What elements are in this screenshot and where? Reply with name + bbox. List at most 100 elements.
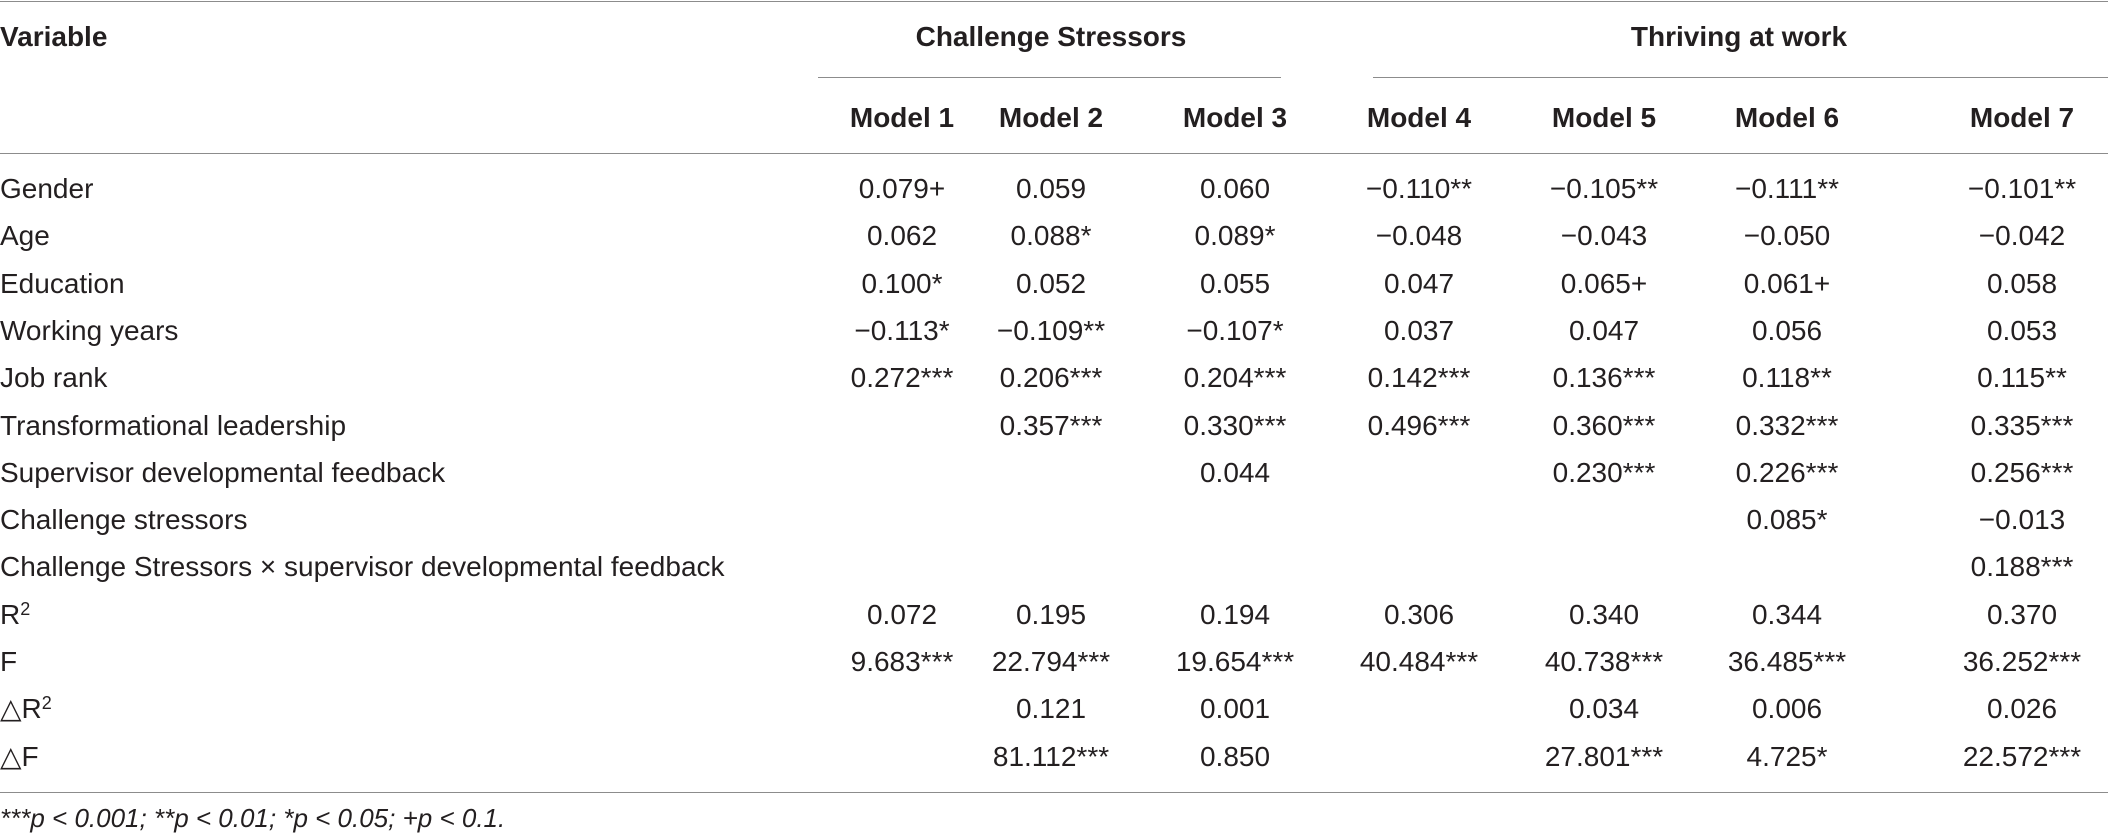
table-cell: 0.052: [1015, 267, 1087, 299]
table-cell: 0.357***: [999, 409, 1103, 441]
table-cell: 36.252***: [1962, 646, 2082, 677]
table-cell: 0.332***: [1735, 409, 1839, 441]
table-cell: 0.344: [1751, 598, 1823, 630]
table-cell: 22.794***: [991, 646, 1111, 677]
table-cell: −0.101**: [1967, 173, 2077, 204]
table-cell: −0.105**: [1549, 173, 1659, 204]
table-cell: 0.079+: [858, 173, 946, 204]
row-label: R2: [0, 598, 30, 632]
table-cell: 0.115**: [1977, 362, 2067, 394]
table-cell: 36.485***: [1727, 646, 1847, 677]
table-cell: 4.725*: [1746, 740, 1828, 772]
table-cell: −0.042: [1978, 220, 2066, 252]
table-cell: 0.226***: [1735, 456, 1839, 488]
model-header-2: Model 2: [998, 102, 1104, 133]
table-cell: −0.107*: [1186, 314, 1284, 346]
row-label-text: △F: [0, 740, 39, 772]
table-cell: 0.272***: [850, 362, 954, 394]
table-cell: 0.037: [1383, 314, 1455, 346]
table-cell: 19.654***: [1175, 646, 1295, 677]
row-label: Age: [0, 219, 50, 253]
table-cell: −0.013: [1978, 504, 2066, 536]
row-label: Supervisor developmental feedback: [0, 456, 445, 490]
table-cell: −0.043: [1560, 220, 1648, 252]
row-label: Gender: [0, 172, 93, 206]
table-cell: 0.006: [1751, 693, 1823, 725]
row-label-superscript: 2: [41, 693, 52, 714]
row-label-text: Challenge stressors: [0, 504, 248, 536]
row-label: Education: [0, 267, 125, 301]
model-header-1: Model 1: [849, 102, 955, 133]
table-cell: 40.484***: [1359, 646, 1479, 677]
row-label: Challenge Stressors × supervisor develop…: [0, 550, 725, 584]
table-cell: 0.055: [1199, 267, 1271, 299]
row-label-text: Gender: [0, 173, 94, 204]
table-cell: 0.194: [1199, 598, 1271, 630]
table-cell: 0.256***: [1970, 456, 2074, 488]
table-cell: 0.088*: [1010, 220, 1092, 252]
row-label-text: △R: [0, 693, 42, 725]
table-cell: 0.056: [1751, 314, 1823, 346]
table-cell: 9.683***: [850, 646, 954, 677]
row-label: Job rank: [0, 361, 107, 395]
row-label: Challenge stressors: [0, 503, 247, 537]
footnote: ***p < 0.001; **p < 0.01; *p < 0.05; +p …: [0, 803, 506, 833]
table-cell: 40.738***: [1544, 646, 1664, 677]
table-cell: 0.142***: [1367, 362, 1471, 394]
group-underline-challenge-stressors: [818, 77, 1281, 78]
table-cell: 0.065+: [1560, 267, 1648, 299]
table-cell: 0.206***: [999, 362, 1103, 394]
row-label-text: Challenge Stressors × supervisor develop…: [0, 551, 725, 583]
row-label: △R2: [0, 692, 52, 726]
table-cell: 0.118**: [1742, 362, 1832, 394]
row-label-text: Supervisor developmental feedback: [0, 456, 446, 488]
table-cell: 0.306: [1383, 598, 1455, 630]
table-cell: 0.496***: [1367, 409, 1471, 441]
table-cell: 0.188***: [1970, 551, 2074, 583]
row-label: △F: [0, 740, 39, 774]
model-header-7: Model 7: [1969, 102, 2075, 133]
model-header-3: Model 3: [1182, 102, 1288, 133]
table-cell: 0.360***: [1552, 409, 1656, 441]
table-cell: 0.026: [1986, 693, 2058, 725]
row-label-text: F: [0, 646, 18, 677]
table-cell: 0.230***: [1552, 456, 1656, 488]
table-cell: −0.110**: [1365, 173, 1473, 204]
group-header-challenge-stressors: Challenge Stressors: [915, 21, 1187, 52]
row-label-text: Transformational leadership: [0, 409, 347, 441]
row-label-text: Job rank: [0, 362, 108, 394]
table-cell: 0.058: [1986, 267, 2058, 299]
table-cell: 0.034: [1568, 693, 1640, 725]
table-cell: 0.059: [1015, 173, 1087, 204]
model-header-6: Model 6: [1734, 102, 1840, 133]
table-cell: 0.047: [1383, 267, 1455, 299]
table-cell: 0.047: [1568, 314, 1640, 346]
table-cell: −0.050: [1743, 220, 1831, 252]
table-cell: 0.195: [1015, 598, 1087, 630]
table-cell: 0.060: [1199, 173, 1271, 204]
table-cell: −0.109**: [996, 314, 1106, 346]
table-cell: 0.335***: [1970, 409, 2074, 441]
row-label-superscript: 2: [20, 598, 31, 619]
table-cell: 22.572***: [1962, 740, 2082, 772]
table-cell: 0.121: [1015, 693, 1087, 725]
table-cell: 0.850: [1199, 740, 1271, 772]
table-cell: 0.053: [1986, 314, 2058, 346]
model-header-4: Model 4: [1366, 102, 1472, 133]
group-underline-thriving-at-work: [1373, 77, 2108, 78]
table-cell: 0.340: [1568, 598, 1640, 630]
table-cell: 0.062: [866, 220, 938, 252]
table-cell: −0.113*: [854, 314, 950, 346]
model-header-5: Model 5: [1551, 102, 1657, 133]
row-label: Working years: [0, 314, 178, 348]
table-cell: −0.111**: [1734, 173, 1840, 204]
row-label-text: R: [0, 598, 21, 630]
bottom-rule: [0, 792, 2108, 793]
table-cell: 0.085*: [1746, 504, 1828, 536]
table-cell: 0.136***: [1552, 362, 1656, 394]
table-cell: 0.100*: [861, 267, 943, 299]
table-cell: 0.044: [1199, 456, 1271, 488]
table-cell: 0.001: [1199, 693, 1271, 725]
row-label: Transformational leadership: [0, 409, 346, 443]
table-cell: 0.072: [866, 598, 938, 630]
